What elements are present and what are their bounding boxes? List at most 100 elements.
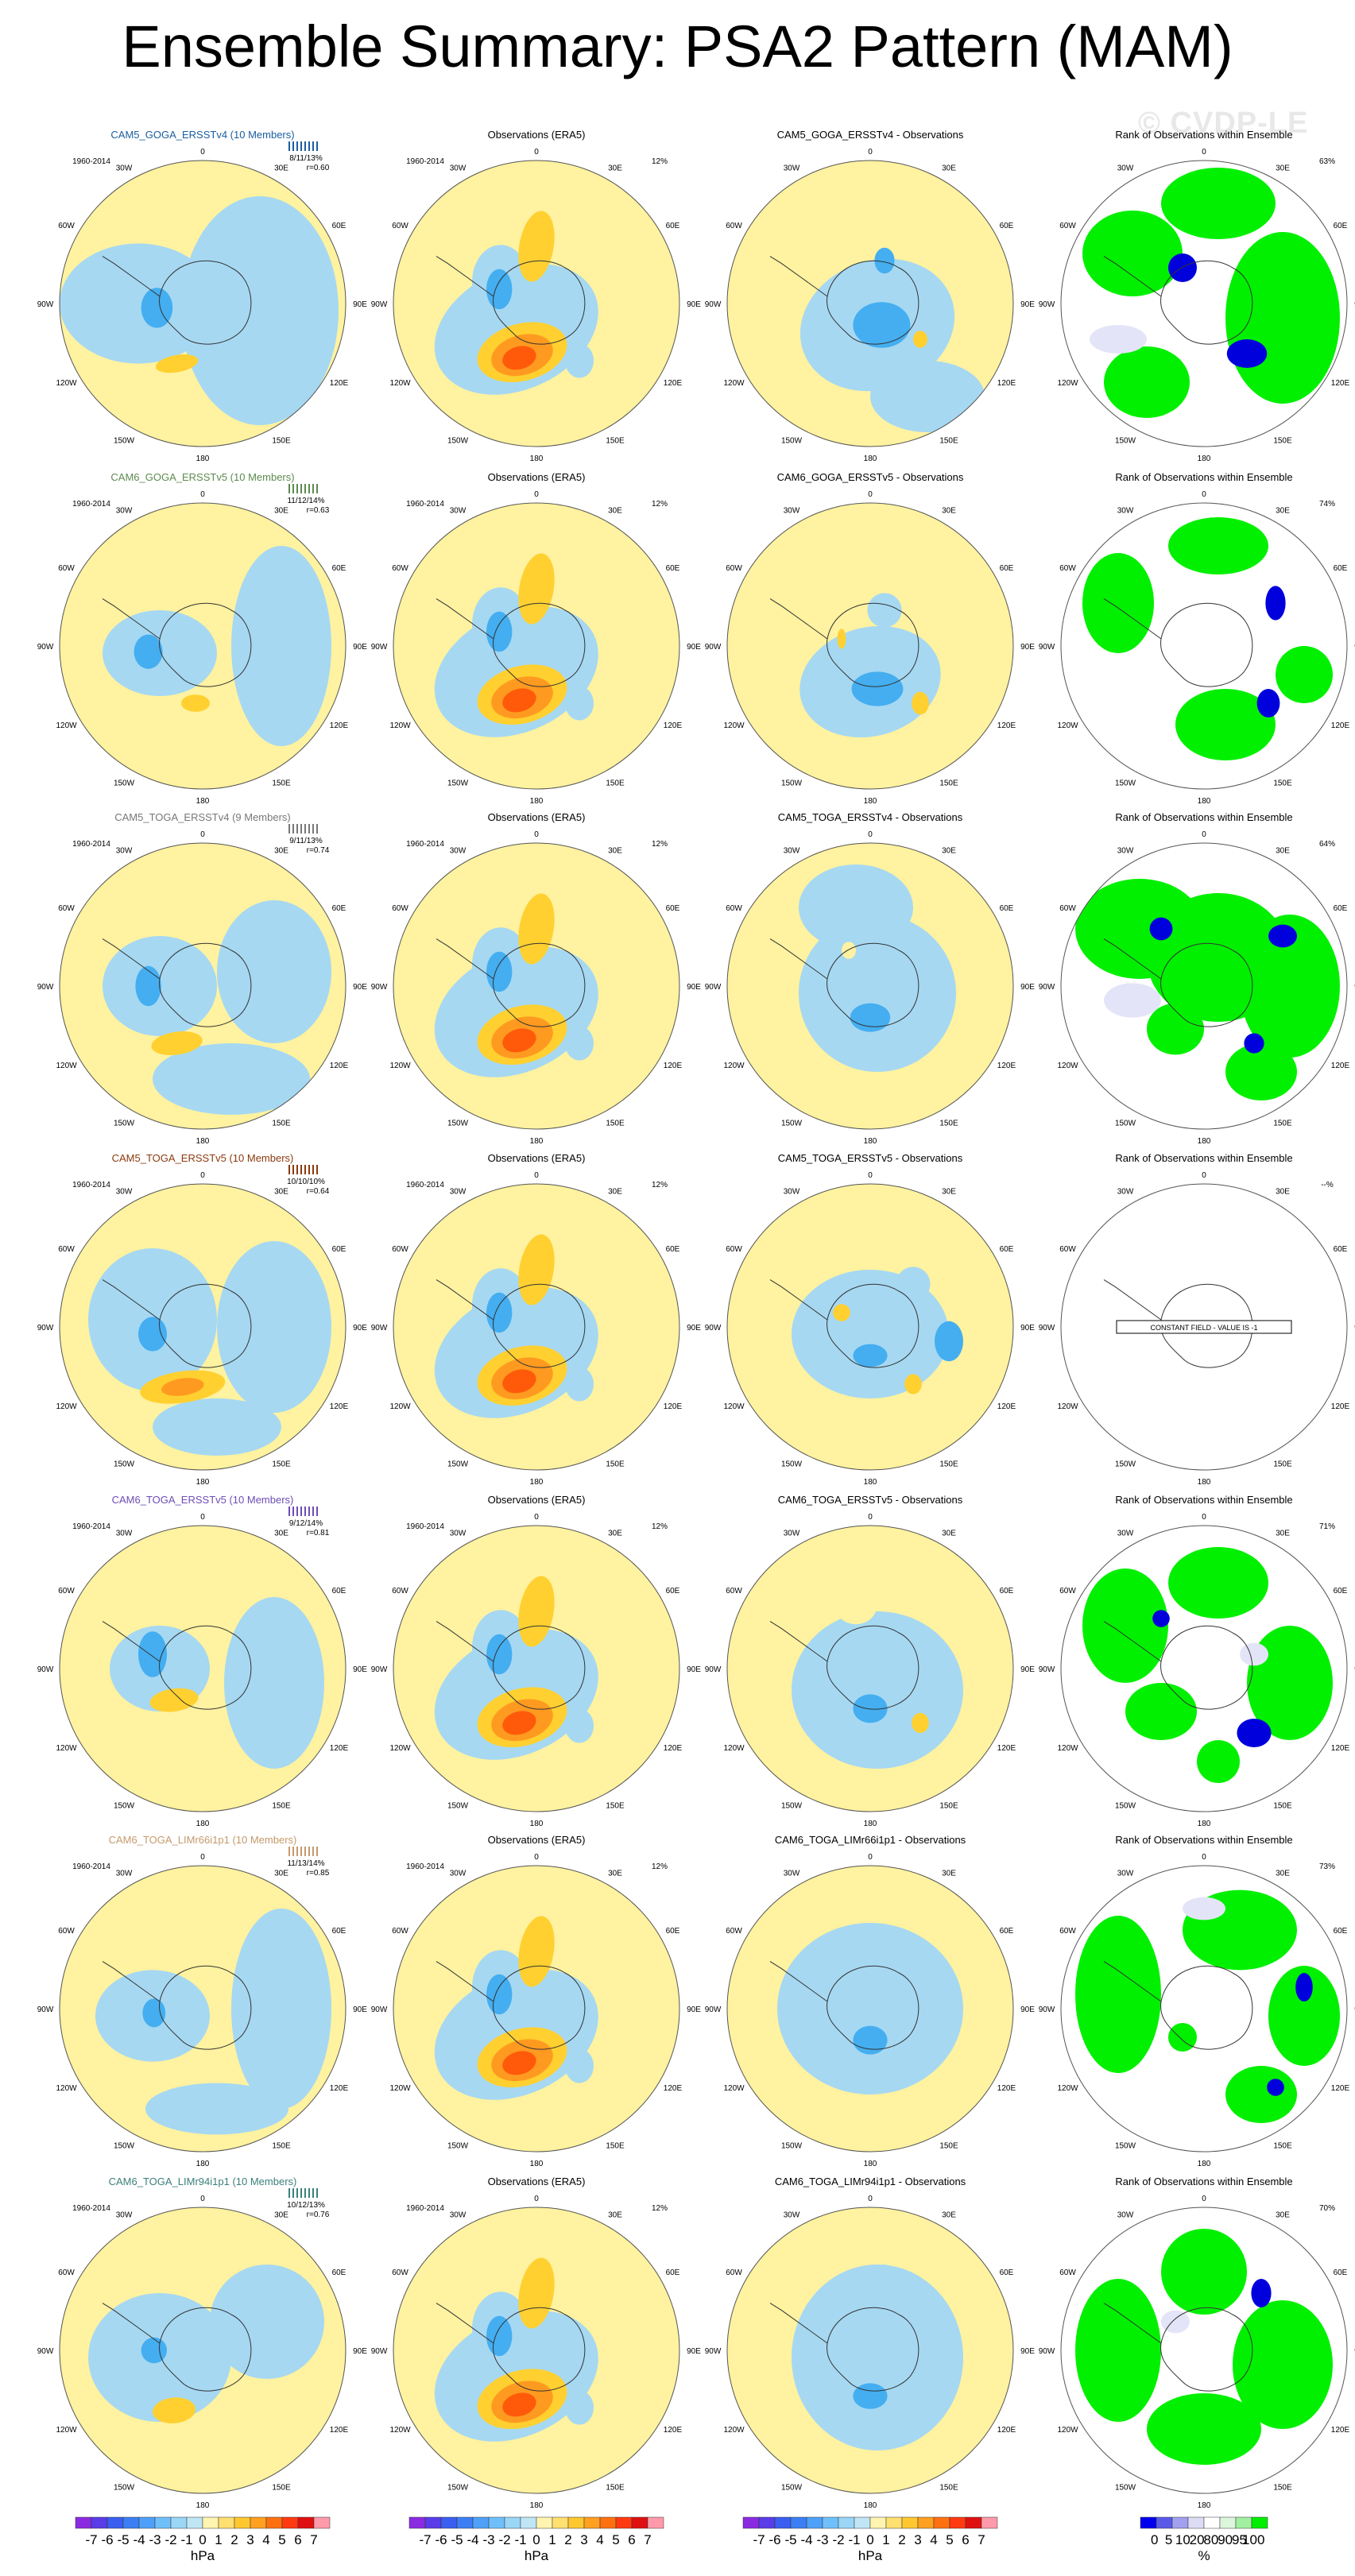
colorbar-tick: 3 [580, 2532, 587, 2547]
member-tick [288, 484, 290, 493]
lon-label-east: 120E [330, 721, 349, 730]
contour-region [777, 1923, 963, 2094]
lon-label-east: 90E [687, 1665, 701, 1674]
map-boundary [1060, 160, 1348, 447]
lon-label-east: 90E [1020, 2005, 1035, 2014]
contour-field [1061, 1184, 1347, 1470]
contour-field [1061, 161, 1347, 447]
lon-label-west: 90W [1039, 1324, 1055, 1332]
lon-label-west: 150W [114, 2141, 135, 2150]
contour-region [799, 915, 956, 1072]
colorbar-tick: 6 [294, 2532, 301, 2547]
contour-region [833, 1304, 850, 1321]
rank-panel: Rank of Observations within Ensemble 64% 0… [1039, 811, 1355, 1146]
lon-label-east: 30E [942, 1870, 956, 1878]
lon-label-west: 120W [389, 1062, 411, 1070]
lon-label-west: 30W [450, 164, 467, 173]
contour-field [60, 161, 346, 447]
colorbar-tick: 5 [1165, 2532, 1172, 2547]
lon-label-east: 150E [606, 1460, 625, 1468]
colorbar-swatch [869, 2516, 887, 2529]
lon-label-bottom: 180 [196, 2160, 210, 2168]
lon-label-west: 30W [450, 2211, 467, 2220]
lon-label-top: 0 [1202, 1171, 1206, 1180]
contour-region [486, 1974, 513, 2015]
lon-label-east: 60E [332, 1587, 346, 1595]
lon-label-bottom: 180 [196, 454, 210, 463]
contour-field [727, 1526, 1013, 1812]
lon-label-east: 90E [353, 2347, 367, 2356]
colorbar-tick: 5 [612, 2532, 619, 2547]
lon-label-east: 120E [1331, 721, 1350, 730]
contour-region [1125, 1683, 1197, 1740]
lon-label-east: 150E [272, 779, 291, 787]
lon-label-west: 30W [116, 1870, 133, 1878]
rank-pct: 70% [1319, 2204, 1335, 2213]
lon-label-east: 90E [1020, 643, 1035, 652]
contour-region [1147, 1003, 1204, 1055]
lon-label-west: 30W [784, 847, 800, 856]
lon-label-east: 60E [666, 222, 680, 230]
lon-label-west: 120W [1057, 379, 1078, 388]
lon-label-east: 30E [608, 507, 622, 516]
colorbar-tick: -3 [482, 2532, 494, 2547]
contour-region [153, 1043, 310, 1115]
member-tick [288, 824, 290, 834]
lon-label-east: 90E [1020, 1665, 1035, 1674]
lon-label-east: 30E [1276, 164, 1290, 173]
colorbar-swatch [854, 2516, 871, 2529]
observations-title: Observations (ERA5) [488, 129, 586, 141]
observations-title: Observations (ERA5) [488, 1834, 586, 1846]
observations-title: Observations (ERA5) [488, 1152, 586, 1164]
lon-label-east: 60E [1334, 222, 1348, 230]
contour-field [1061, 1866, 1347, 2152]
colorbar-tick: 80 [1203, 2532, 1218, 2547]
lon-label-bottom: 180 [196, 1820, 210, 1828]
lon-label-west: 120W [389, 2084, 411, 2093]
difference-panel: CAM6_TOGA_LIMr66i1p1 - Observations 0 180 3… [705, 1834, 1036, 2168]
colorbar-swatch [1187, 2516, 1205, 2529]
map-boundary [1060, 502, 1348, 790]
lon-label-bottom: 180 [530, 1478, 544, 1487]
lon-label-west: 90W [37, 643, 54, 652]
lon-label-east: 150E [272, 436, 291, 445]
lon-label-east: 150E [272, 1119, 291, 1127]
colorbar-swatch [536, 2516, 553, 2529]
lon-label-bottom: 180 [530, 1137, 544, 1146]
lon-label-west: 150W [1115, 1119, 1136, 1127]
contour-region [1225, 232, 1340, 404]
contour-region [792, 1611, 963, 1769]
member-tick [304, 1507, 306, 1516]
contour-field [60, 503, 346, 789]
member-tick [300, 484, 302, 493]
coastline [770, 1280, 919, 1368]
colorbar-tick: 2 [564, 2532, 571, 2547]
lon-label-top: 0 [200, 2195, 205, 2203]
colorbar-swatch [472, 2516, 490, 2529]
member-tick [308, 2188, 310, 2198]
ensemble-panel: CAM5_GOGA_ERSSTv4 (10 Members) 1960-2014 8… [37, 129, 368, 463]
lon-label-east: 30E [1276, 847, 1290, 856]
lon-label-east: 30E [1276, 1530, 1290, 1538]
pattern-correlation: r=0.60 [307, 164, 330, 172]
member-tick [316, 1507, 318, 1516]
contour-region [181, 196, 339, 425]
coastline [436, 2303, 585, 2392]
colorbar-swatch [75, 2516, 92, 2529]
lon-label-west: 90W [1039, 643, 1055, 652]
colorbar-swatch [822, 2516, 839, 2529]
ensemble-panel: CAM6_TOGA_ERSSTv5 (10 Members) 1960-2014 9… [37, 1494, 368, 1828]
lon-label-east: 90E [353, 1324, 367, 1332]
coastline [1104, 2303, 1252, 2392]
lon-label-west: 150W [781, 436, 803, 445]
rank-title: Rank of Observations within Ensemble [1115, 471, 1292, 483]
contour-field [60, 1184, 346, 1470]
lon-label-west: 90W [37, 1324, 54, 1332]
map-boundary [726, 842, 1014, 1130]
lon-label-west: 30W [1117, 507, 1134, 516]
pattern-stats: 9/12/14% [289, 1519, 323, 1528]
lon-label-top: 0 [868, 1513, 873, 1522]
lon-label-east: 120E [664, 2084, 683, 2093]
lon-label-top: 0 [534, 1513, 539, 1522]
contour-region [834, 1584, 877, 1625]
